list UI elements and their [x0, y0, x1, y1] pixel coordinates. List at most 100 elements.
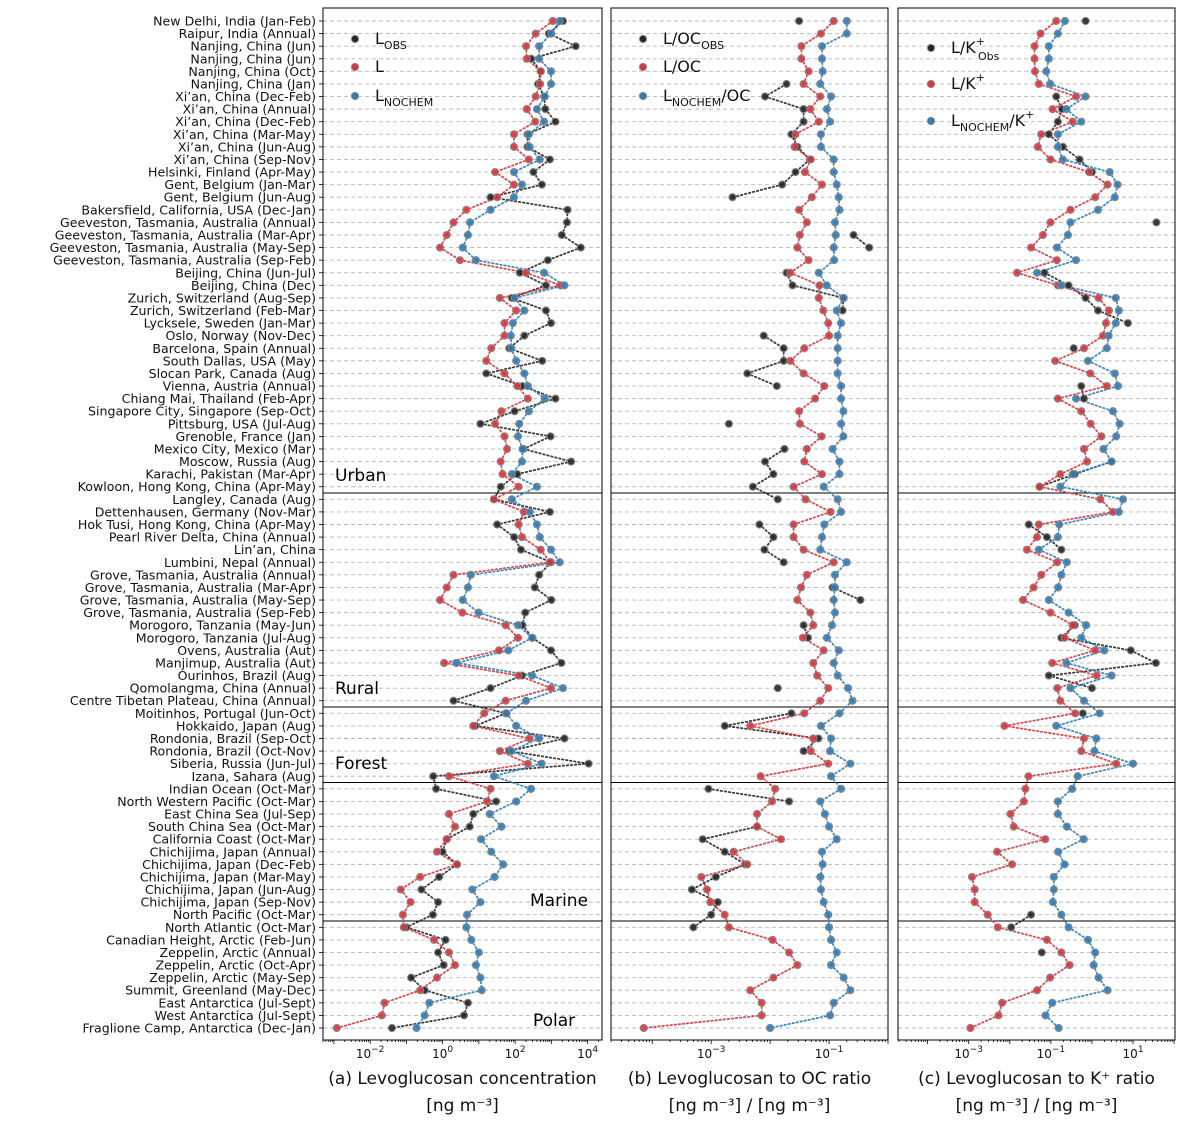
data-point-nochem — [1090, 746, 1099, 756]
tick-exponent: −3 — [712, 1045, 725, 1055]
data-point-nochem — [517, 180, 527, 189]
legend-label: L/K+ — [951, 71, 985, 93]
data-point-nochem — [1062, 658, 1071, 668]
y-tick-label: Xi’an, China (Annual) — [183, 102, 316, 117]
y-tick-label: Morogoro, Tanzania (Jul-Aug) — [136, 630, 316, 645]
data-point-nochem — [829, 155, 838, 164]
data-point-nochem — [825, 746, 835, 756]
series-connector — [792, 473, 823, 488]
data-point-nochem — [832, 835, 841, 844]
data-point-nochem — [1083, 356, 1093, 365]
y-tick-label: North Pacific (Oct-Mar) — [173, 907, 316, 922]
y-tick-label: Rondonia, Brazil (Sep-Oct) — [150, 731, 316, 746]
data-point-obs — [546, 319, 556, 328]
data-point-model — [1084, 167, 1094, 177]
data-point-nochem — [535, 54, 544, 63]
series-connector — [1058, 511, 1120, 526]
data-point-obs — [704, 784, 713, 793]
series-connector — [749, 712, 806, 727]
data-point-model — [1056, 696, 1065, 705]
data-point-model — [495, 746, 504, 756]
data-point-model — [786, 268, 795, 277]
data-point-obs — [1040, 268, 1049, 277]
data-point-nochem — [512, 797, 521, 806]
series-connector — [508, 750, 590, 765]
data-point-model — [768, 935, 777, 944]
data-point-model — [817, 470, 827, 479]
data-point-nochem — [1083, 935, 1093, 944]
data-point-nochem — [836, 419, 846, 428]
series-connector — [1093, 750, 1134, 765]
tick-base: 10 — [577, 1047, 592, 1061]
data-point-obs — [791, 167, 800, 177]
y-tick-label: New Delhi, India (Jan-Feb) — [153, 14, 316, 29]
data-point-obs — [476, 419, 485, 428]
data-point-nochem — [836, 784, 846, 793]
data-point-model — [1086, 419, 1095, 428]
data-point-obs — [760, 92, 770, 101]
series-connector — [448, 775, 492, 790]
data-point-model — [829, 558, 838, 567]
x-axis-label: (a) Levoglucosan concentration — [328, 1069, 596, 1089]
data-point-model — [1012, 268, 1022, 277]
data-point-model — [967, 872, 977, 882]
data-point-model — [1052, 16, 1061, 26]
y-tick-label: Slocan Park, Canada (Aug) — [149, 366, 316, 381]
data-point-nochem — [507, 495, 516, 504]
data-point-model — [452, 860, 462, 869]
series-connector — [488, 800, 518, 815]
x-tick-label: 100 — [432, 1045, 453, 1061]
data-point-obs — [551, 394, 560, 403]
data-point-nochem — [1054, 847, 1063, 856]
series-connector — [405, 913, 434, 929]
data-point-model — [1032, 986, 1042, 995]
data-point-nochem — [1100, 646, 1109, 655]
data-point-model — [814, 293, 823, 303]
series-connector — [489, 183, 543, 199]
data-point-model — [966, 1023, 975, 1033]
series-connector — [1056, 397, 1083, 413]
y-tick-label: East Antarctica (Jul-Sept) — [158, 995, 316, 1010]
series-connector — [1036, 145, 1052, 161]
data-point-model — [814, 117, 823, 126]
data-point-nochem — [1077, 633, 1086, 642]
series-connector — [1051, 649, 1097, 664]
data-point-nochem — [842, 558, 851, 567]
y-tick-label: Kowloon, Hong Kong, China (Apr-May) — [78, 479, 316, 494]
y-tick-label: Zeppelin, Arctic (Annual) — [159, 945, 316, 960]
data-point-nochem — [826, 960, 836, 970]
data-point-model — [804, 256, 813, 265]
y-tick-label: Grove, Tasmania, Australia (Mar-Apr) — [85, 580, 316, 595]
data-point-nochem — [507, 470, 516, 479]
y-tick-label: Geeveston, Tasmania, Australia (Sep-Feb) — [53, 253, 316, 268]
data-point-nochem — [835, 709, 844, 718]
data-point-model — [1068, 117, 1077, 126]
data-point-obs — [1052, 92, 1061, 101]
data-point-nochem — [833, 369, 842, 378]
data-point-nochem — [834, 646, 843, 655]
data-point-obs — [769, 470, 778, 479]
data-point-nochem — [1054, 583, 1063, 592]
legend-label: L/K+ Obs — [951, 35, 1000, 63]
data-point-nochem — [1032, 268, 1042, 277]
series-connector — [448, 800, 489, 815]
series-connector — [432, 762, 590, 778]
data-point-nochem — [833, 671, 842, 680]
data-point-obs — [541, 281, 551, 290]
data-point-model — [490, 419, 500, 428]
y-tick-label: Nanjing, China (Jan) — [191, 76, 316, 91]
series-connector — [751, 485, 779, 501]
data-point-model — [994, 1011, 1003, 1020]
series-connector — [531, 674, 564, 690]
data-point-nochem — [1055, 520, 1064, 529]
data-point-obs — [778, 180, 787, 189]
data-point-model — [1112, 759, 1121, 768]
data-point-obs — [1126, 646, 1135, 655]
data-point-model — [799, 79, 808, 89]
series-connector — [503, 372, 519, 387]
series-connector — [1075, 397, 1114, 413]
legend-name: L/OC — [663, 29, 701, 48]
series-connector — [443, 649, 500, 664]
data-point-model — [398, 910, 407, 919]
y-tick-label: Helsinki, Finland (Apr-May) — [148, 165, 316, 180]
